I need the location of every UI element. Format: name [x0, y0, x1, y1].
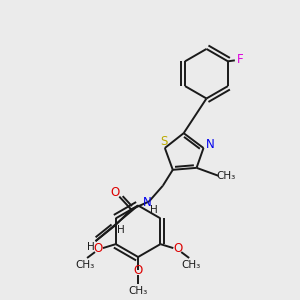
- Text: N: N: [143, 196, 152, 209]
- Text: S: S: [160, 135, 168, 148]
- Text: O: O: [134, 264, 143, 278]
- Text: F: F: [236, 53, 243, 66]
- Text: H: H: [117, 225, 125, 235]
- Text: N: N: [206, 138, 215, 151]
- Text: O: O: [174, 242, 183, 255]
- Text: CH₃: CH₃: [128, 286, 148, 296]
- Text: H: H: [150, 206, 158, 215]
- Text: O: O: [111, 186, 120, 199]
- Text: CH₃: CH₃: [217, 171, 236, 181]
- Text: H: H: [87, 242, 94, 252]
- Text: CH₃: CH₃: [76, 260, 95, 270]
- Text: O: O: [93, 242, 103, 255]
- Text: CH₃: CH₃: [182, 260, 201, 270]
